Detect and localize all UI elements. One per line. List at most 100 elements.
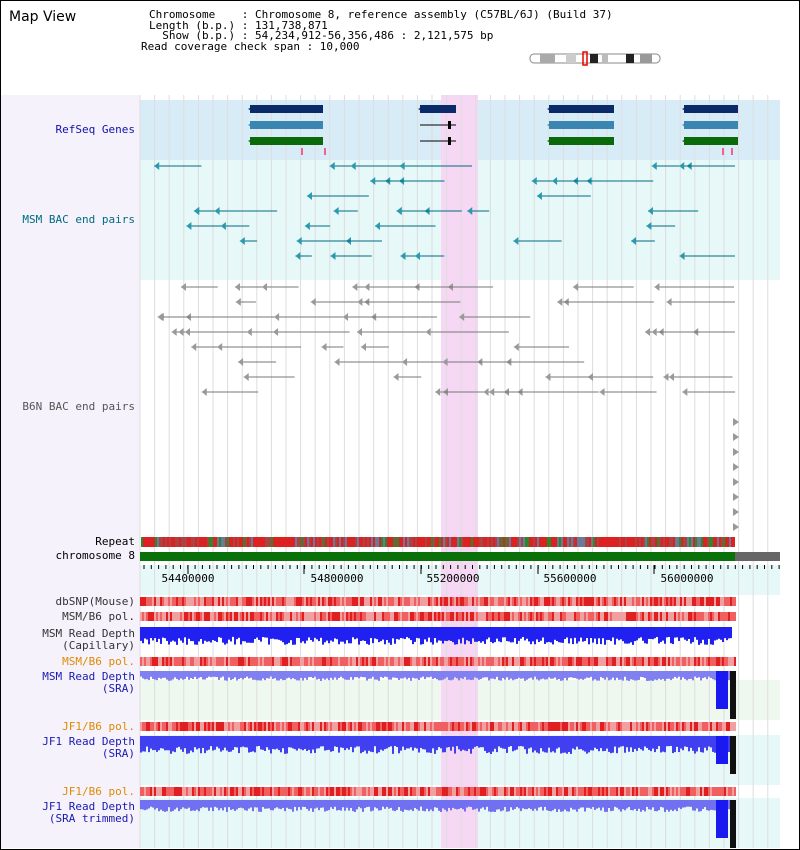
- read-depth-bar: [266, 671, 268, 679]
- polymorphism-cell: [468, 787, 470, 796]
- gene-direction-arrow: [248, 137, 256, 145]
- read-depth-bar: [690, 671, 692, 679]
- polymorphism-cell: [404, 597, 406, 606]
- polymorphism-cell: [454, 612, 456, 621]
- msm-read-depth-capillary-label[interactable]: MSM Read Depth: [42, 627, 135, 640]
- read-depth-bar: [460, 736, 462, 752]
- polymorphism-cell: [198, 657, 200, 666]
- read-depth-bar: [574, 627, 576, 638]
- read-depth-bar: [650, 671, 652, 681]
- polymorphism-cell: [696, 657, 698, 666]
- polymorphism-cell: [638, 612, 640, 621]
- repeat-segment: [223, 537, 225, 547]
- polymorphism-cell: [662, 597, 664, 606]
- polymorphism-cell: [602, 612, 604, 621]
- read-depth-bar: [644, 671, 646, 679]
- read-depth-bar: [362, 800, 364, 812]
- b6n-bac-pairs-track[interactable]: [157, 283, 739, 531]
- polymorphism-cell: [172, 787, 174, 796]
- read-depth-bar: [210, 627, 212, 643]
- read-depth-bar: [694, 736, 696, 754]
- jf1-b6-pol-trim-label[interactable]: JF1/B6 pol.: [62, 785, 135, 798]
- read-depth-bar: [362, 627, 364, 641]
- repeat-segment: [521, 537, 523, 547]
- polymorphism-cell: [348, 612, 350, 621]
- repeat-segment: [647, 537, 649, 547]
- read-depth-bar: [540, 800, 542, 807]
- msm-read-depth-sra-label[interactable]: MSM Read Depth: [42, 670, 135, 683]
- read-depth-bar: [584, 627, 586, 641]
- polymorphism-cell: [160, 657, 162, 666]
- read-depth-bar: [540, 671, 542, 680]
- polymorphism-cell: [264, 657, 266, 666]
- read-depth-bar: [604, 800, 606, 812]
- read-depth-bar: [282, 736, 284, 749]
- polymorphism-cell: [506, 657, 508, 666]
- read-depth-bar: [686, 800, 688, 807]
- polymorphism-cell: [402, 597, 404, 606]
- bac-end-arrow: [483, 388, 489, 396]
- polymorphism-cell: [614, 657, 616, 666]
- read-depth-bar: [240, 671, 242, 678]
- read-depth-bar: [462, 800, 464, 810]
- polymorphism-cell: [334, 612, 336, 621]
- repeat-segment: [435, 537, 437, 547]
- read-depth-bar: [384, 736, 386, 750]
- msm-bac-pairs-track[interactable]: [154, 162, 735, 260]
- polymorphism-cell: [256, 722, 258, 731]
- read-depth-bar: [414, 800, 416, 808]
- jf1-read-depth-trim-label[interactable]: JF1 Read Depth: [42, 800, 135, 813]
- polymorphism-cell: [492, 597, 494, 606]
- polymorphism-cell: [256, 657, 258, 666]
- polymorphism-cell: [560, 787, 562, 796]
- polymorphism-cell: [472, 597, 474, 606]
- polymorphism-cell: [728, 612, 730, 621]
- read-depth-bar: [428, 671, 430, 678]
- msm-b6-pol-label[interactable]: MSM/B6 pol.: [62, 610, 135, 623]
- repeat-segment: [585, 537, 587, 547]
- repeat-segment: [577, 537, 579, 547]
- gene-block: [250, 121, 323, 129]
- repeat-segment: [721, 537, 723, 547]
- polymorphism-cell: [326, 722, 328, 731]
- length-line: Length (b.p.) : 131,738,871: [149, 18, 328, 32]
- read-depth-bar: [508, 736, 510, 747]
- read-depth-bar: [268, 736, 270, 750]
- polymorphism-cell: [372, 597, 374, 606]
- polymorphism-cell: [606, 612, 608, 621]
- polymorphism-cell: [496, 787, 498, 796]
- read-depth-bar: [196, 736, 198, 750]
- read-depth-bar: [644, 800, 646, 812]
- refseq-genes-track[interactable]: [248, 105, 738, 155]
- repeat-segment: [729, 537, 731, 547]
- read-depth-bar: [562, 736, 564, 753]
- repeat-segment: [437, 537, 439, 547]
- read-depth-bar: [288, 800, 290, 809]
- polymorphism-cell: [734, 597, 736, 606]
- polymorphism-cell: [630, 612, 632, 621]
- read-depth-bar: [510, 671, 512, 679]
- polymorphism-cell: [588, 787, 590, 796]
- dbsnp-label[interactable]: dbSNP(Mouse): [55, 595, 135, 608]
- jf1-b6-pol-label[interactable]: JF1/B6 pol.: [62, 720, 135, 733]
- read-depth-bar: [536, 800, 538, 811]
- repeat-segment: [617, 537, 619, 547]
- read-depth-bar: [142, 800, 144, 810]
- msm-b6-pol-sra-label[interactable]: MSM/B6 pol.: [62, 655, 135, 668]
- polymorphism-cell: [298, 722, 300, 731]
- polymorphism-cell: [196, 612, 198, 621]
- bac-end-arrow: [330, 252, 336, 260]
- repeat-segment: [267, 537, 269, 547]
- polymorphism-cell: [570, 722, 572, 731]
- chromosome-ideogram[interactable]: [529, 51, 661, 66]
- polymorphism-cell: [378, 657, 380, 666]
- repeat-segment: [503, 537, 505, 547]
- jf1-read-depth-sra-label[interactable]: JF1 Read Depth: [42, 735, 135, 748]
- b6n-bac-label[interactable]: B6N BAC end pairs: [22, 400, 135, 413]
- read-depth-bar: [560, 736, 562, 754]
- bac-end-arrow: [238, 358, 244, 366]
- refseq-genes-label[interactable]: RefSeq Genes: [55, 123, 135, 136]
- polymorphism-cell: [456, 722, 458, 731]
- msm-bac-label[interactable]: MSM BAC end pairs: [22, 213, 135, 226]
